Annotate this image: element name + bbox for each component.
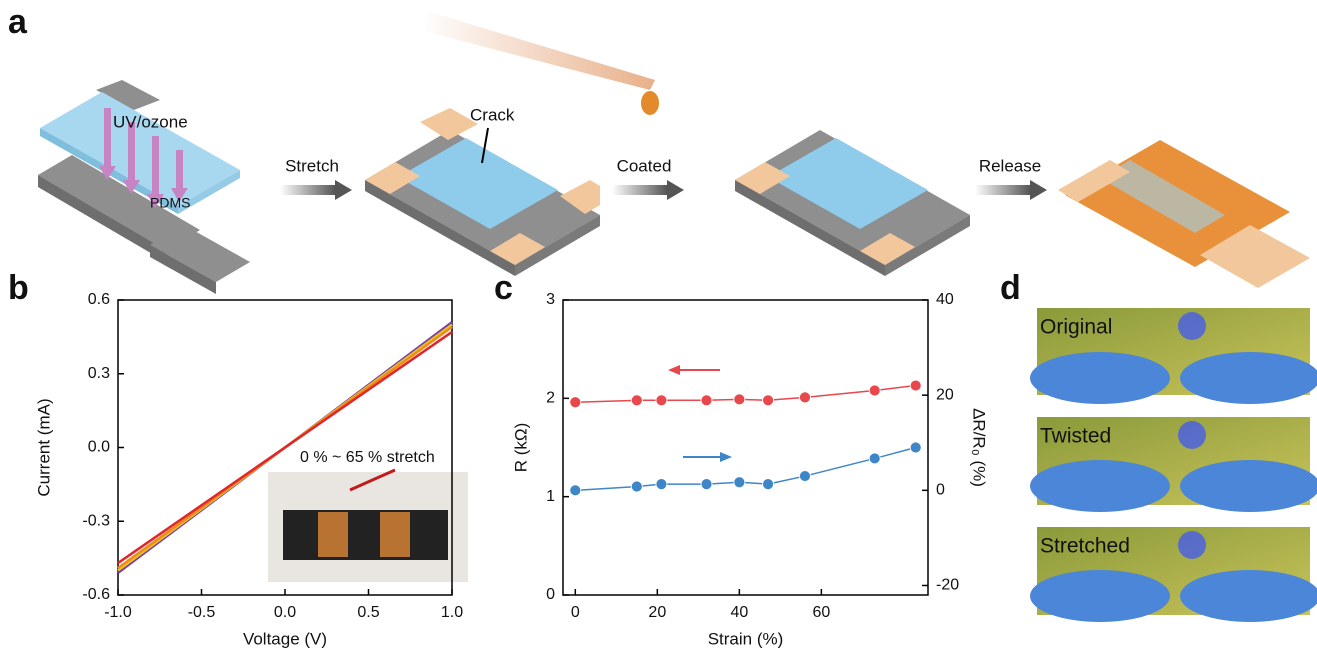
photos: [1030, 308, 1317, 622]
y-tick-label: 0: [546, 586, 555, 603]
panel-label: c: [494, 269, 513, 307]
x-axis-title: Voltage (V): [243, 629, 327, 648]
pdms-label: PDMS: [150, 195, 190, 211]
marker: [763, 395, 774, 406]
y-tick-label: 0.0: [88, 439, 110, 456]
marker: [799, 471, 810, 482]
axis-arrows: [668, 365, 732, 462]
crack-label: Crack: [470, 105, 515, 124]
series-line: [575, 386, 915, 403]
y-tick-label: -0.6: [82, 586, 110, 603]
y-tick-label: 3: [546, 291, 555, 308]
uv-label: UV/ozone: [113, 112, 188, 131]
marker: [656, 479, 667, 490]
y-tick-label: 2: [546, 390, 555, 407]
x-tick-label: 1.0: [441, 604, 463, 621]
y-tick-label: 0.3: [88, 365, 110, 382]
x-axis-title: Strain (%): [708, 629, 784, 648]
marker: [631, 481, 642, 492]
y2-tick-label: 20: [936, 386, 954, 403]
marker: [631, 395, 642, 406]
marker: [734, 394, 745, 405]
figure: a b c d UV/ozone PDMS Stretch Coated Rel…: [0, 0, 1317, 650]
marker: [799, 392, 810, 403]
marker: [656, 395, 667, 406]
panel-label: d: [1000, 269, 1021, 307]
marker: [869, 453, 880, 464]
x-tick-label: -0.5: [188, 604, 216, 621]
series-line: [575, 448, 915, 491]
y-axis-title: R (kΩ): [511, 423, 530, 473]
x-tick-label: -1.0: [104, 604, 132, 621]
x-tick-label: 0.5: [357, 604, 379, 621]
marker: [869, 385, 880, 396]
x-tick-label: 0: [571, 604, 580, 621]
panel-label: b: [8, 269, 29, 307]
y-axis-title: Current (mA): [34, 398, 53, 496]
x-tick-label: 60: [812, 604, 830, 621]
photo-label: Stretched: [1040, 535, 1130, 558]
step-label: Release: [979, 156, 1041, 175]
x-tick-label: 20: [648, 604, 666, 621]
step-label: Coated: [617, 156, 672, 175]
inset-photo: [268, 470, 468, 582]
y2-tick-label: 0: [936, 482, 945, 499]
marker: [910, 380, 921, 391]
y2-tick-label: 40: [936, 291, 954, 308]
marker: [570, 397, 581, 408]
released-device: [1058, 140, 1310, 288]
y-tick-label: -0.3: [82, 512, 110, 529]
photo-label: Original: [1040, 316, 1112, 339]
y-tick-label: 1: [546, 488, 555, 505]
marker: [701, 395, 712, 406]
marker: [701, 479, 712, 490]
step-label: Stretch: [285, 156, 339, 175]
x-tick-label: 0.0: [274, 604, 296, 621]
marker: [763, 479, 774, 490]
y2-axis-title: ΔR/R₀ (%): [970, 408, 989, 487]
annotation: 0 % ~ 65 % stretch: [300, 449, 435, 466]
marker: [910, 442, 921, 453]
stretched-device: [365, 108, 600, 276]
panel-label: a: [8, 3, 28, 41]
photo-label: Twisted: [1040, 425, 1111, 448]
marker: [734, 477, 745, 488]
y2-tick-label: -20: [936, 577, 959, 594]
plot-frame: [563, 300, 928, 595]
y-tick-label: 0.6: [88, 291, 110, 308]
x-tick-label: 40: [730, 604, 748, 621]
marker: [570, 485, 581, 496]
